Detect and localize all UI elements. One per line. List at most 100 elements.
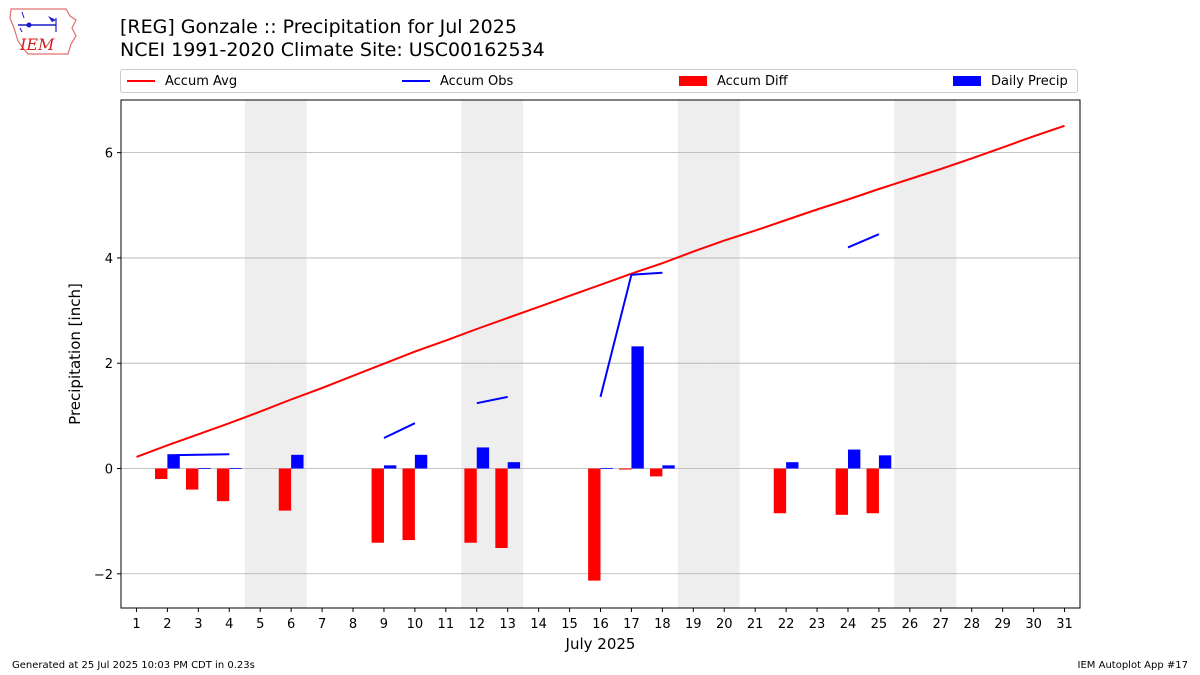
x-tick-label: 15 [561,617,578,632]
legend-swatch-accum-avg [127,80,155,82]
x-tick-label: 21 [747,617,764,632]
bar-accum-diff [278,468,292,511]
line-accum-obs [599,271,663,398]
x-tick-label: 22 [778,617,795,632]
x-tick-label: 23 [809,617,826,632]
y-tick-label: 2 [105,357,113,372]
line-accum-obs [383,422,416,439]
footer-app-text: IEM Autoplot App #17 [1077,660,1188,671]
x-tick-label: 29 [994,617,1011,632]
bar-accum-diff [371,468,384,543]
y-tick-label: 6 [105,147,113,162]
weekend-band [275,100,307,608]
x-tick-label: 9 [380,617,388,632]
bar-accum-diff [773,468,787,514]
bar-accum-diff [495,468,508,548]
x-tick-label: 20 [716,617,733,632]
bar-daily-precip [476,447,490,469]
bar-daily-precip [414,454,428,469]
legend-label-accum-diff: Accum Diff [717,73,788,89]
chart-subtitle: NCEI 1991-2020 Climate Site: USC00162534 [120,39,545,61]
x-tick-label: 2 [163,617,171,632]
weekend-band [677,100,709,608]
x-tick-label: 5 [256,617,264,632]
bar-accum-diff [216,468,230,502]
weekend-band [894,100,926,608]
bar-accum-diff [835,468,848,515]
bar-daily-precip [662,465,675,469]
bar-daily-precip [507,462,521,469]
y-axis-ticks: −2 0 2 4 6 [94,147,121,583]
bar-accum-diff [464,468,477,543]
x-tick-label: 27 [933,617,950,632]
x-tick-label: 26 [902,617,919,632]
legend-label-daily-precip: Daily Precip [991,73,1068,89]
x-tick-label: 7 [318,617,326,632]
logo-text: IEM [19,35,55,54]
legend-swatch-accum-diff [679,76,707,86]
line-accum-avg [136,124,1065,458]
iowa-outline-icon [9,8,77,55]
bar-accum-diff [402,468,415,541]
x-tick-label: 16 [592,617,609,632]
bar-daily-precip [167,454,180,469]
x-tick-label: 31 [1056,617,1073,632]
x-tick-label: 17 [623,617,640,632]
bars [155,346,892,581]
chart-title: [REG] Gonzale :: Precipitation for Jul 2… [120,16,517,38]
iem-logo: IEM [9,8,77,55]
bar-accum-diff [619,468,632,470]
bar-accum-diff [866,468,879,514]
weekend-band [925,100,957,608]
x-tick-label: 24 [840,617,857,632]
legend-swatch-accum-obs [402,80,430,82]
legend-label-accum-avg: Accum Avg [165,73,238,89]
x-tick-label: 14 [530,617,547,632]
y-axis-label: Precipitation [inch] [66,283,84,425]
bar-daily-precip [198,467,211,469]
legend-item-daily-precip: Daily Precip [953,70,1068,92]
x-tick-label: 18 [654,617,671,632]
y-tick-label: 0 [105,462,113,477]
line-accum-obs [847,233,880,249]
x-tick-label: 3 [194,617,202,632]
y-tick-label: 4 [105,252,113,267]
bar-daily-precip [847,449,861,469]
legend-label-accum-obs: Accum Obs [440,73,514,89]
x-tick-label: 11 [438,617,455,632]
bar-daily-precip [631,346,644,469]
weekend-band [708,100,740,608]
bar-daily-precip [786,462,799,469]
legend-item-accum-obs: Accum Obs [402,70,513,92]
x-tick-label: 8 [349,617,357,632]
x-tick-label: 1 [132,617,140,632]
x-tick-label: 19 [685,617,702,632]
bar-accum-diff [155,468,168,480]
legend-item-accum-diff: Accum Diff [679,70,788,92]
bar-daily-precip [291,454,304,469]
x-tick-label: 10 [407,617,424,632]
y-tick-label: −2 [94,568,113,583]
bar-accum-diff [588,468,601,581]
x-tick-label: 6 [287,617,295,632]
weekend-band [244,100,276,608]
legend-item-accum-avg: Accum Avg [127,70,237,92]
x-tick-label: 30 [1025,617,1042,632]
bar-accum-diff [649,468,663,477]
x-tick-label: 25 [871,617,888,632]
bar-accum-diff [185,468,199,490]
bar-daily-precip [600,467,613,469]
legend: Accum Avg Accum Obs Accum Diff Daily Pre… [120,69,1078,93]
x-axis-ticks: 1 2 3 4 5 6 7 8 9 10 11 12 13 14 15 16 17 18 19 20 21 22 23 24 2… [132,608,1073,632]
series-lines [136,124,1065,458]
line-accum-obs [476,395,508,405]
bar-daily-precip [383,465,397,469]
footer-generated-text: Generated at 25 Jul 2025 10:03 PM CDT in… [12,660,255,671]
x-tick-label: 28 [963,617,980,632]
x-tick-label: 13 [499,617,516,632]
x-axis-label: July 2025 [565,635,636,653]
bar-daily-precip [878,455,892,469]
x-tick-label: 4 [225,617,233,632]
bar-daily-precip [229,467,242,469]
